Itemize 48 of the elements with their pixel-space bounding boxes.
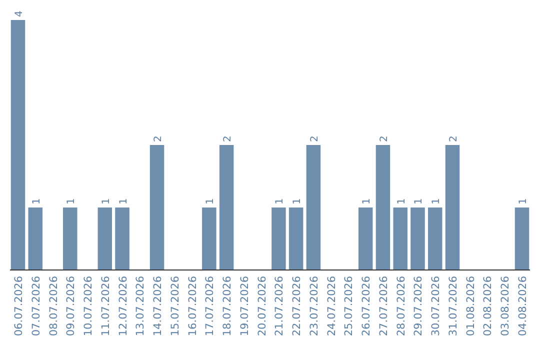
data-label: 1 — [414, 198, 425, 204]
data-label: 1 — [431, 198, 442, 204]
x-tick-label: 23.07.2026 — [308, 276, 320, 336]
x-tick-label: 27.07.2026 — [378, 276, 390, 336]
x-tick-label: 06.07.2026 — [12, 276, 25, 336]
data-label: 2 — [378, 136, 390, 142]
data-label: 1 — [274, 198, 286, 204]
x-tick-label: 08.07.2026 — [48, 276, 60, 336]
x-tick-label: 15.07.2026 — [169, 276, 182, 336]
x-tick-label: 14.07.2026 — [152, 276, 164, 336]
x-tick-label: 30.07.2026 — [430, 276, 442, 336]
x-tick-label: 11.07.2026 — [100, 276, 112, 336]
data-label: 1 — [362, 198, 373, 204]
data-label: 1 — [66, 198, 78, 204]
data-label: 1 — [118, 198, 130, 204]
x-tick-label: 01.08.2026 — [464, 276, 477, 336]
x-tick-label: 28.07.2026 — [395, 276, 408, 336]
x-tick-label: 19.07.2026 — [238, 276, 251, 336]
data-label: 1 — [396, 198, 408, 204]
x-tick-label: 02.08.2026 — [482, 276, 494, 336]
x-tick-label: 21.07.2026 — [274, 276, 286, 336]
data-label: 2 — [448, 136, 460, 142]
data-label: 1 — [292, 198, 304, 204]
x-tick-label: 07.07.2026 — [30, 276, 42, 336]
x-tick-label: 04.08.2026 — [517, 276, 530, 336]
data-label: 1 — [100, 198, 112, 204]
data-label: 1 — [31, 198, 42, 204]
data-label: 2 — [309, 136, 320, 142]
x-tick-label: 17.07.2026 — [204, 276, 216, 336]
data-label: 2 — [222, 136, 234, 142]
x-tick-label: 31.07.2026 — [447, 276, 460, 336]
x-tick-label: 10.07.2026 — [82, 276, 95, 336]
x-tick-label: 03.08.2026 — [500, 276, 512, 336]
x-tick-label: 25.07.2026 — [343, 276, 356, 336]
x-tick-label: 16.07.2026 — [186, 276, 199, 336]
x-tick-label: 24.07.2026 — [326, 276, 338, 336]
data-label: 1 — [518, 198, 530, 204]
x-tick-label: 20.07.2026 — [256, 276, 268, 336]
x-tick-label: 09.07.2026 — [65, 276, 78, 336]
x-tick-label: 13.07.2026 — [134, 276, 147, 336]
data-label: 4 — [14, 10, 25, 17]
x-tick-label: 12.07.2026 — [117, 276, 130, 336]
x-tick-label: 22.07.2026 — [291, 276, 304, 336]
x-tick-label: 18.07.2026 — [222, 276, 234, 336]
data-label: 1 — [205, 198, 216, 204]
data-label: 2 — [153, 136, 164, 142]
x-tick-label: 29.07.2026 — [412, 276, 425, 336]
x-tick-label: 26.07.2026 — [360, 276, 373, 336]
